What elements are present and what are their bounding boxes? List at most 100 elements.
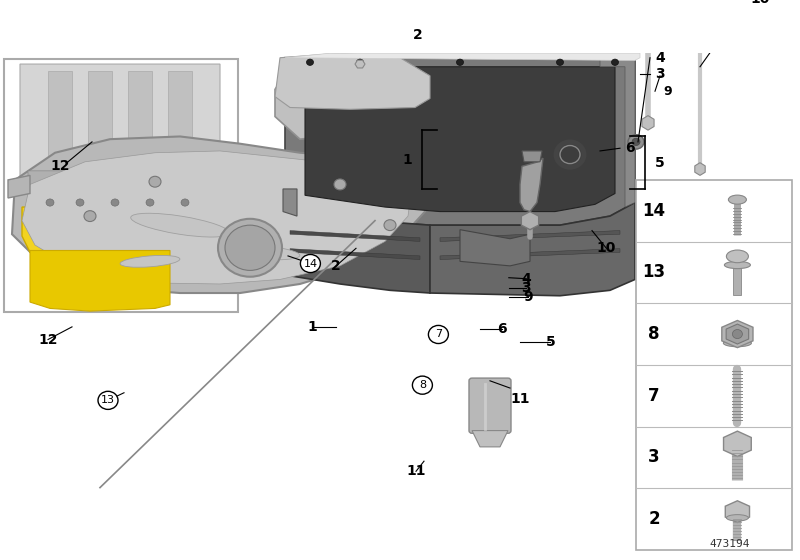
FancyBboxPatch shape [469,378,511,433]
Text: 7: 7 [648,387,660,405]
Polygon shape [290,249,420,259]
Circle shape [301,254,321,273]
Circle shape [429,325,449,343]
Text: 14: 14 [303,259,318,269]
Polygon shape [22,207,218,270]
Bar [4,59,238,312]
Circle shape [611,59,618,66]
Polygon shape [600,58,635,207]
Text: 3: 3 [655,67,665,81]
Polygon shape [12,137,430,293]
Text: 6: 6 [498,323,507,337]
Polygon shape [275,53,430,109]
Text: 3: 3 [522,281,531,295]
Polygon shape [695,163,705,175]
Circle shape [111,199,119,206]
Bar [88,71,112,171]
Ellipse shape [220,245,300,260]
Text: 6: 6 [625,141,635,155]
Polygon shape [22,151,412,284]
Circle shape [413,376,433,394]
Text: 10: 10 [597,241,616,255]
Polygon shape [726,501,750,522]
Ellipse shape [725,262,750,269]
Text: 8: 8 [419,380,426,390]
Circle shape [733,329,742,339]
Text: 4: 4 [522,272,531,286]
Circle shape [181,199,189,206]
Circle shape [98,391,118,409]
Circle shape [632,138,640,146]
Polygon shape [472,431,508,447]
Text: 13: 13 [101,395,115,405]
Circle shape [628,134,644,149]
Polygon shape [285,58,635,225]
Text: 11: 11 [510,392,530,406]
Text: 5: 5 [546,335,555,349]
Polygon shape [28,171,212,231]
Polygon shape [305,67,615,212]
Text: 2: 2 [413,28,423,42]
Text: 4: 4 [655,51,665,65]
Text: 473194: 473194 [710,539,750,549]
Text: 12: 12 [38,333,58,347]
Circle shape [146,199,154,206]
Text: 2: 2 [648,510,660,528]
Text: 5: 5 [655,156,665,170]
Polygon shape [20,64,220,230]
Text: 1: 1 [307,320,317,334]
Circle shape [457,59,463,66]
Circle shape [84,211,96,222]
Bar [636,180,792,550]
Text: 2: 2 [331,259,341,273]
Polygon shape [283,189,297,216]
Polygon shape [8,175,30,198]
Text: 9: 9 [664,85,672,97]
Circle shape [76,199,84,206]
Circle shape [149,176,161,187]
Bar [128,71,152,171]
Polygon shape [30,250,170,311]
Text: 3: 3 [648,449,660,466]
Ellipse shape [120,255,180,267]
Text: 8: 8 [648,325,660,343]
Text: 11: 11 [406,464,426,478]
Polygon shape [440,231,620,241]
Polygon shape [285,207,430,293]
Circle shape [306,59,314,66]
Circle shape [225,225,275,270]
Circle shape [557,59,563,66]
Ellipse shape [130,213,230,237]
Polygon shape [430,203,635,296]
Polygon shape [275,58,430,139]
Polygon shape [726,324,749,344]
Circle shape [384,220,396,231]
Polygon shape [355,60,365,68]
Ellipse shape [726,515,749,521]
Text: 7: 7 [435,329,442,339]
Polygon shape [522,151,542,162]
Bar [734,268,742,295]
Polygon shape [290,231,420,241]
Text: 13: 13 [642,263,666,281]
Polygon shape [522,212,538,230]
Polygon shape [520,158,543,212]
Text: 9: 9 [523,291,533,305]
Polygon shape [642,116,654,130]
Circle shape [357,59,363,66]
Ellipse shape [726,250,749,263]
Text: 14: 14 [642,202,666,220]
Text: 1: 1 [402,152,412,166]
Bar [48,71,72,171]
Polygon shape [722,320,753,348]
Polygon shape [285,53,640,60]
Ellipse shape [728,195,746,204]
Text: 10: 10 [750,0,770,6]
Polygon shape [723,431,751,456]
Text: 12: 12 [50,160,70,174]
Circle shape [46,199,54,206]
Circle shape [218,219,282,277]
Polygon shape [440,249,620,259]
Circle shape [334,179,346,190]
Bar [168,71,192,171]
